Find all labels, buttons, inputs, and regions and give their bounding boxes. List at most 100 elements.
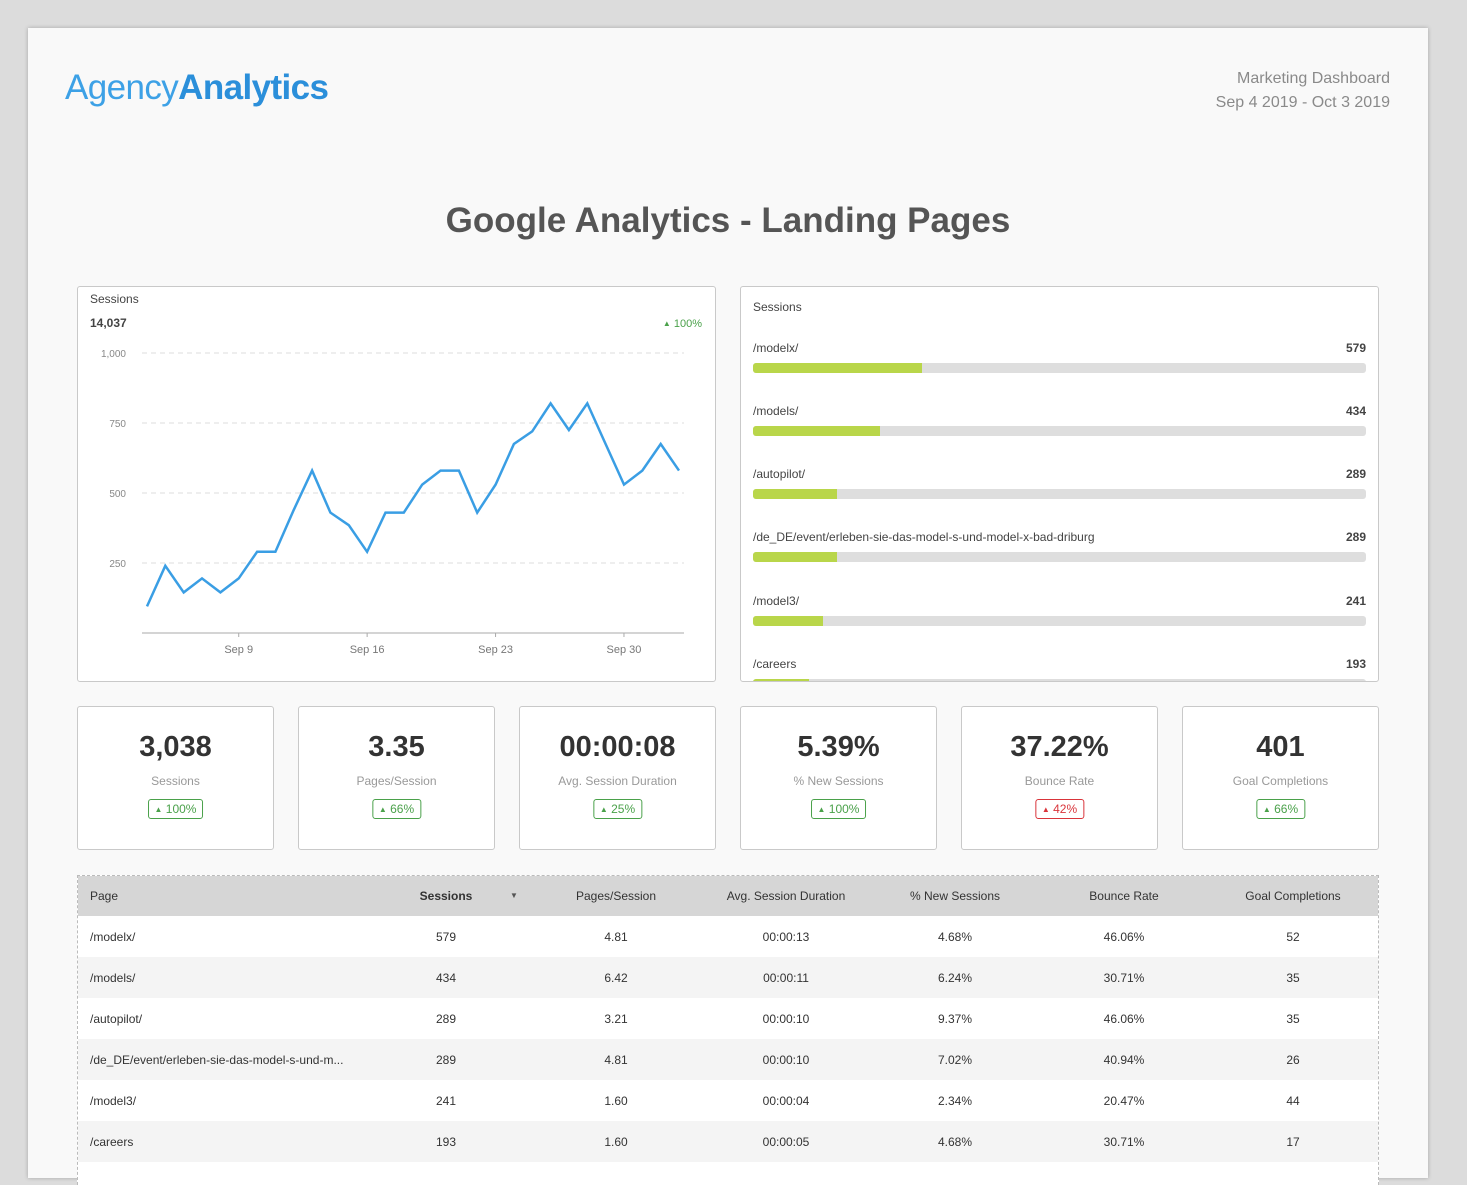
data-point[interactable] [657, 440, 665, 448]
bar-track [753, 489, 1366, 499]
cell-goal-completions: 17 [1286, 1135, 1300, 1149]
data-point[interactable] [143, 602, 151, 610]
widget-total: 14,037 [90, 316, 127, 330]
cell-pages-session: 1.60 [604, 1094, 628, 1108]
bar-row: /careers 193 [753, 657, 1366, 681]
triangle-up-icon: ▲ [817, 805, 826, 814]
data-point[interactable] [381, 509, 389, 517]
sessions-series-line [145, 400, 681, 607]
bar-fill [753, 616, 824, 626]
kpi-delta-value: 25% [611, 802, 636, 816]
kpi-card: 5.39% % New Sessions ▲ 100% [740, 706, 937, 850]
data-point[interactable] [547, 399, 555, 407]
data-point[interactable] [363, 548, 371, 556]
data-point[interactable] [638, 467, 646, 475]
bar-track [753, 363, 1366, 373]
data-point[interactable] [180, 588, 188, 596]
cell-avg-duration: 00:00:04 [762, 1094, 810, 1108]
table-row[interactable]: /model3/241 1.60 00:00:04 2.34% 20.47% 44 [78, 1080, 1378, 1121]
data-point[interactable] [418, 481, 426, 489]
widget-delta: ▲ 100% [663, 318, 702, 330]
data-point[interactable] [602, 440, 610, 448]
data-point[interactable] [308, 467, 316, 475]
table-row[interactable]: /models/434 6.42 00:00:11 6.24% 30.71% 35 [78, 957, 1378, 998]
kpi-card: 37.22% Bounce Rate ▲ 42% [961, 706, 1158, 850]
bar-value: 289 [1345, 530, 1366, 544]
data-point[interactable] [565, 426, 573, 434]
kpi-card: 3.35 Pages/Session ▲ 66% [298, 706, 495, 850]
kpi-value: 5.39% [797, 731, 880, 763]
bar-row: /models/434 [753, 404, 1366, 454]
cell-pages-session: 6.42 [604, 971, 628, 985]
cell-page: /model3/ [90, 1094, 137, 1108]
data-point[interactable] [216, 588, 224, 596]
bar-row: /model3/241 [753, 594, 1366, 644]
data-point[interactable] [290, 506, 298, 514]
kpi-card: 00:00:08 Avg. Session Duration ▲ 25% [519, 706, 716, 850]
cell-pages-session: 4.81 [604, 1053, 628, 1067]
cell-bounce-rate: 30.71% [1103, 1135, 1145, 1149]
data-point[interactable] [198, 574, 206, 582]
data-point[interactable] [437, 467, 445, 475]
table-row[interactable]: /autopilot/289 3.21 00:00:10 9.37% 46.06% 35 [78, 998, 1378, 1039]
bar-label: /autopilot/ [753, 467, 806, 481]
table-row[interactable]: /de_DE/event/erleben-sie-das-model-s-und… [78, 1039, 1378, 1080]
triangle-up-icon: ▲ [1262, 805, 1271, 814]
kpi-label: Goal Completions [1232, 774, 1329, 788]
data-point[interactable] [583, 399, 591, 407]
col-header-sessions[interactable]: Sessions [419, 889, 473, 903]
cell-new-sessions: 6.24% [937, 971, 973, 985]
cell-avg-duration: 00:00:11 [763, 971, 809, 985]
col-header-avg-session-duration[interactable]: Avg. Session Duration [726, 889, 846, 903]
data-point[interactable] [510, 440, 518, 448]
cell-pages-session: 4.81 [604, 930, 628, 944]
data-point[interactable] [161, 562, 169, 570]
bar-value: 434 [1345, 404, 1366, 418]
bar-label: /modelx/ [753, 341, 799, 355]
widget-title: Sessions [753, 300, 802, 314]
col-header-page[interactable]: Page [90, 889, 119, 903]
data-point[interactable] [235, 574, 243, 582]
data-point[interactable] [492, 481, 500, 489]
data-point[interactable] [400, 509, 408, 517]
data-point[interactable] [271, 548, 279, 556]
col-header-pages-session[interactable]: Pages/Session [575, 889, 657, 903]
kpi-card: 401 Goal Completions ▲ 66% [1182, 706, 1379, 850]
col-header-new-sessions[interactable]: % New Sessions [909, 889, 1001, 903]
page-title: Google Analytics - Landing Pages [445, 201, 1011, 240]
sessions-line-chart: 250 500 750 1,000 Sep 9 Sep 16 Sep 23 Sep 30 [101, 349, 684, 656]
report-meta: Marketing Dashboard Sep 4 2019 - Oct 3 2… [1216, 67, 1390, 115]
cell-new-sessions: 7.02% [937, 1053, 973, 1067]
cell-goal-completions: 44 [1286, 1094, 1300, 1108]
cell-goal-completions: 52 [1286, 930, 1300, 944]
cell-avg-duration: 00:00:13 [762, 930, 810, 944]
sort-descending-icon[interactable]: ▼ [510, 891, 518, 900]
table-row[interactable]: /careers 193 1.60 00:00:05 4.68% 30.71% 17 [78, 1121, 1378, 1162]
data-point[interactable] [253, 548, 261, 556]
x-tick-label: Sep 16 [350, 644, 385, 656]
cell-new-sessions: 4.68% [937, 1135, 973, 1149]
widget-delta-value: 100% [673, 318, 702, 330]
kpi-delta-badge: ▲ 100% [147, 799, 204, 819]
cell-bounce-rate: 20.47% [1103, 1094, 1145, 1108]
kpi-label: Pages/Session [356, 774, 437, 788]
col-header-goal-completions[interactable]: Goal Completions [1245, 889, 1341, 903]
triangle-up-icon: ▲ [662, 319, 671, 328]
cell-page: /autopilot/ [90, 1012, 143, 1026]
bar-fill [753, 679, 810, 681]
col-header-bounce-rate[interactable]: Bounce Rate [1089, 889, 1159, 903]
data-point[interactable] [326, 509, 334, 517]
data-point[interactable] [345, 521, 353, 529]
data-point[interactable] [620, 481, 628, 489]
data-point[interactable] [528, 427, 536, 435]
data-point[interactable] [473, 509, 481, 517]
bar-label: /de_DE/event/erleben-sie-das-model-s-und… [753, 530, 1095, 544]
landing-pages-table: Page Sessions ▼ Pages/Session Avg. Sessi… [77, 875, 1379, 1185]
data-point[interactable] [455, 467, 463, 475]
kpi-label: Bounce Rate [1024, 774, 1095, 788]
data-point[interactable] [675, 467, 683, 475]
sessions-by-page-widget: Sessions /modelx/579/models/434/autopilo… [740, 286, 1379, 682]
cell-pages-session: 3.21 [604, 1012, 628, 1026]
table-row[interactable]: /modelx/579 4.81 00:00:13 4.68% 46.06% 52 [78, 916, 1378, 957]
kpi-delta-value: 66% [1274, 802, 1299, 816]
